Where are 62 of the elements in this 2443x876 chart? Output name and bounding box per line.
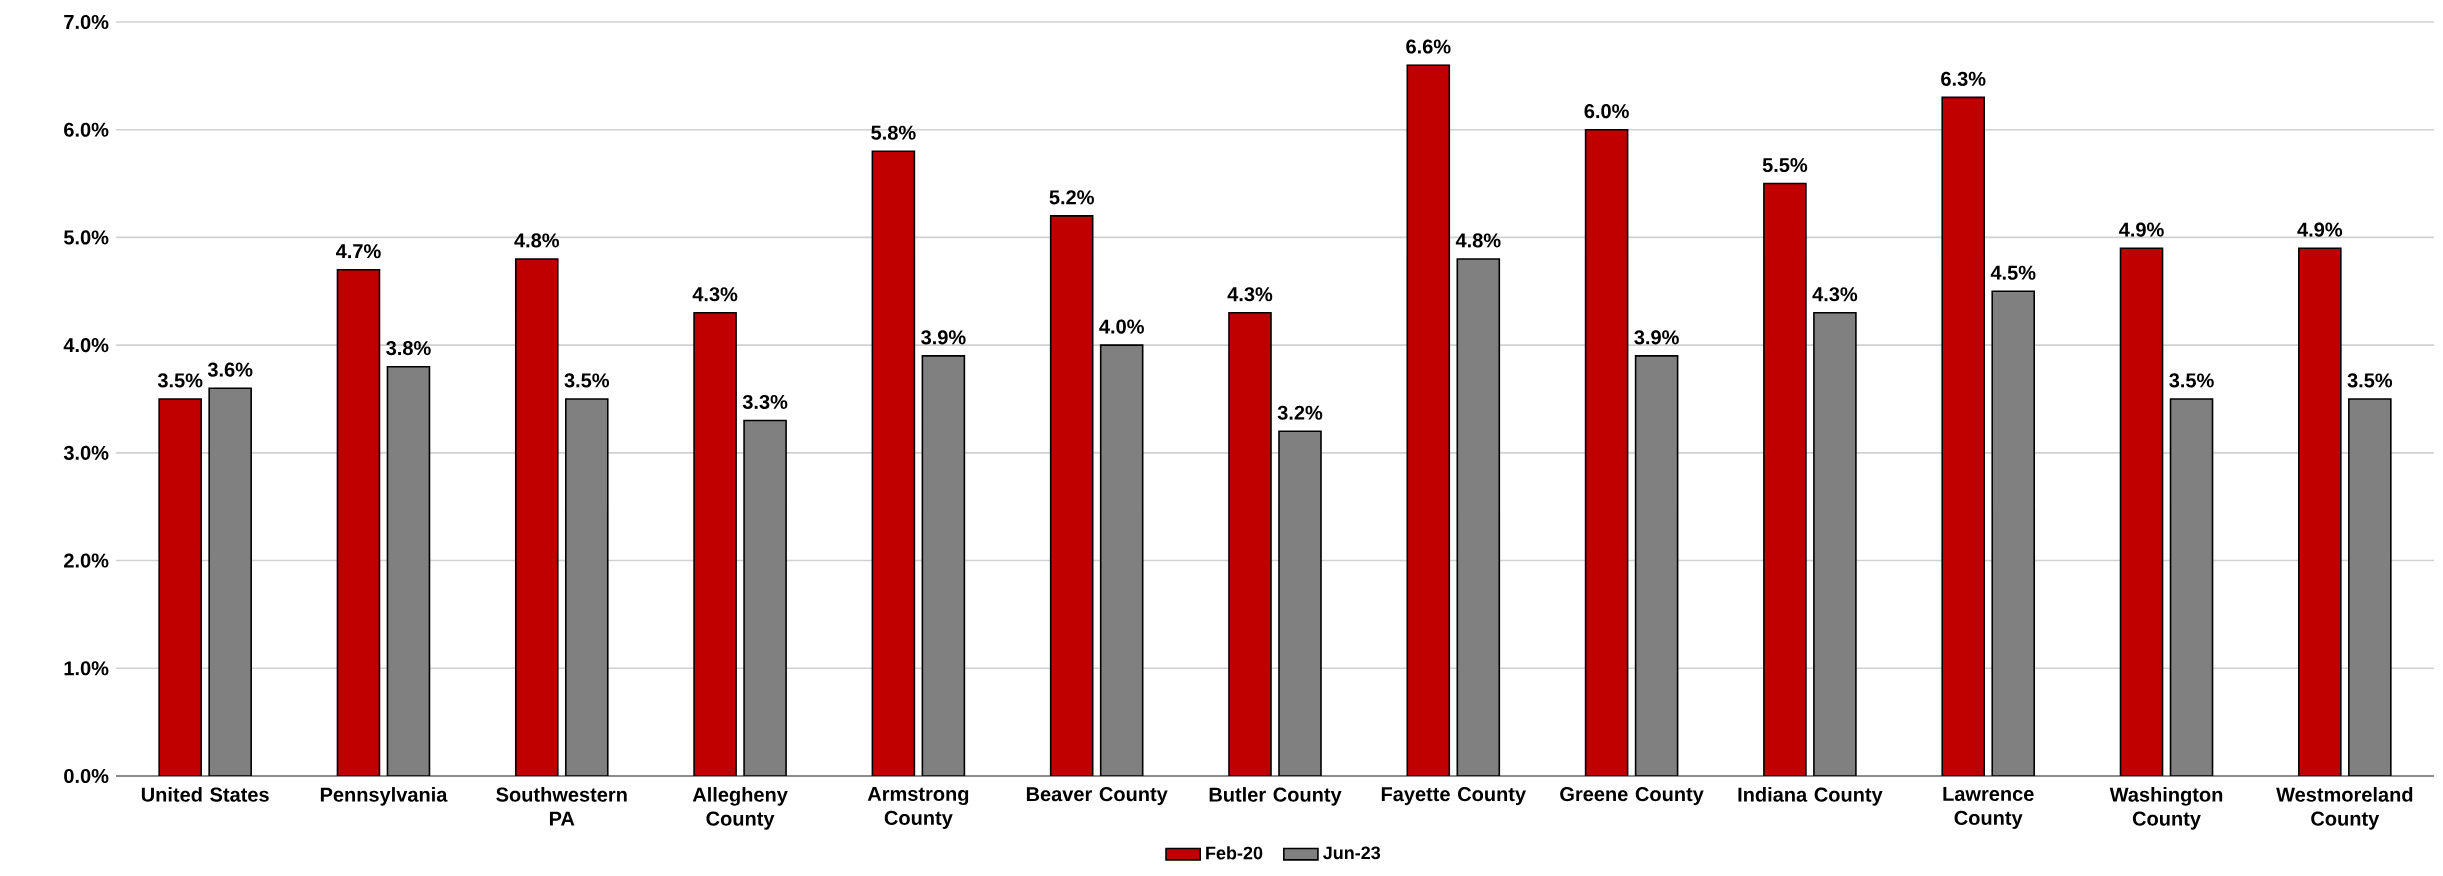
legend-label: Feb-20: [1206, 846, 1263, 860]
bar: [1763, 182, 1807, 776]
data-label: 4.0%: [1099, 319, 1144, 334]
data-label: 5.8%: [871, 125, 916, 140]
y-tick-label: 6.0%: [64, 122, 109, 137]
data-label: 5.5%: [1762, 157, 1808, 173]
data-label: 6.3%: [1941, 71, 1986, 86]
data-label: 3.5%: [2347, 373, 2393, 388]
data-label: 4.9%: [2297, 222, 2343, 237]
bar: [2298, 247, 2342, 776]
y-tick-label: 1.0%: [64, 661, 109, 676]
data-label: 3.5%: [157, 373, 203, 388]
y-tick-label: 4.0%: [63, 338, 109, 353]
bar: [1584, 128, 1629, 776]
data-label: 3.5%: [564, 373, 610, 388]
y-tick-label: 2.0%: [64, 553, 109, 568]
x-tick-label: United States: [141, 787, 269, 802]
bar: [1406, 64, 1451, 776]
x-tick-label: Pennsylvania: [320, 787, 448, 806]
data-label: 3.6%: [207, 362, 253, 377]
x-tick-label: Southwestern PA: [496, 787, 627, 826]
data-label: 3.9%: [921, 330, 966, 345]
data-label: 6.6%: [1406, 39, 1451, 54]
data-label: 4.8%: [514, 233, 560, 248]
data-label: 4.3%: [1812, 287, 1858, 302]
data-label: 4.3%: [1227, 287, 1273, 302]
data-label: 3.5%: [2169, 373, 2214, 388]
x-tick-label: Westmoreland County: [2276, 787, 2413, 830]
data-label: 5.2%: [1049, 190, 1094, 205]
legend-label: Jun-23: [1323, 846, 1381, 860]
data-label: 4.7%: [335, 244, 381, 259]
data-label: 6.0%: [1584, 104, 1629, 119]
bar: [693, 312, 737, 776]
x-tick-label: Fayette County: [1381, 787, 1526, 806]
bar: [1049, 215, 1094, 776]
data-label: 3.9%: [1634, 330, 1679, 345]
x-tick-label: Armstrong County: [867, 787, 969, 829]
y-tick-label: 7.0%: [64, 14, 109, 30]
data-label: 4.8%: [1455, 233, 1501, 248]
y-tick-label: 5.0%: [63, 230, 109, 245]
bar: [871, 150, 916, 776]
y-tick-label: 3.0%: [63, 445, 109, 460]
x-tick-label: Greene County: [1560, 787, 1704, 806]
data-label: 3.8%: [386, 341, 431, 356]
x-tick-label: Butler County: [1209, 787, 1342, 806]
y-tick-label: 0.0%: [64, 768, 109, 784]
x-tick-label: Beaver County: [1026, 787, 1168, 806]
x-tick-label: Washington County: [2109, 787, 2223, 830]
bar: [1941, 96, 1986, 776]
bar: [1228, 312, 1272, 776]
bar: [514, 258, 559, 776]
bar: [158, 398, 202, 776]
data-label: 4.5%: [1990, 265, 2036, 280]
data-label: 3.2%: [1277, 405, 1323, 420]
bar: [2119, 247, 2164, 776]
x-tick-label: Indiana County: [1738, 787, 1883, 806]
data-label: 4.9%: [2119, 222, 2164, 237]
data-label: 3.3%: [742, 394, 788, 410]
x-tick-label: Allegheny County: [692, 787, 788, 830]
x-tick-label: Lawrence County: [1943, 787, 2034, 829]
bar: [336, 268, 381, 776]
data-label: 4.3%: [692, 287, 738, 302]
